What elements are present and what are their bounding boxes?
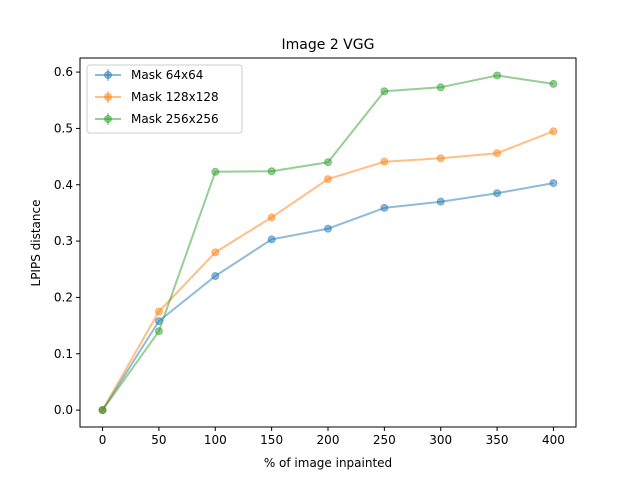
data-point [493, 149, 502, 158]
x-tick-label: 150 [260, 433, 283, 447]
data-point [154, 307, 163, 316]
y-axis-label: LPIPS distance [29, 200, 43, 287]
legend: Mask 64x64 Mask 128x128 Mask 256x256 [86, 64, 243, 134]
x-tick-label: 350 [486, 433, 509, 447]
x-tick-label: 250 [373, 433, 396, 447]
data-point [380, 87, 389, 96]
y-tick-label: 0.1 [54, 347, 73, 361]
data-point [380, 203, 389, 212]
legend-box [86, 64, 243, 134]
legend-label: Mask 64x64 [131, 68, 203, 82]
data-point [324, 158, 332, 167]
data-point [267, 213, 276, 222]
legend-label: Mask 128x128 [131, 90, 219, 104]
data-point [324, 224, 332, 233]
x-tick-label: 200 [317, 433, 340, 447]
data-point [436, 83, 445, 92]
y-tick-label: 0.4 [54, 178, 73, 192]
chart-title: Image 2 VGG [282, 37, 375, 53]
legend-marker [104, 93, 112, 101]
plot-area: 0 50 100 150 200 250 300 350 400 0.0 0.1 0.2 0.3 0.4 0… [54, 57, 577, 447]
data-point [436, 197, 445, 206]
legend-marker [104, 71, 112, 79]
data-point [267, 167, 276, 176]
data-point [98, 406, 107, 415]
x-tick-label: 0 [99, 433, 107, 447]
data-point [493, 71, 502, 80]
data-point [549, 179, 558, 188]
data-point [324, 175, 332, 184]
data-point [211, 248, 220, 257]
legend-label: Mask 256x256 [131, 112, 219, 126]
data-point [154, 327, 163, 336]
x-tick-label: 300 [429, 433, 452, 447]
data-point [549, 79, 558, 88]
x-tick-label: 50 [151, 433, 166, 447]
legend-marker [104, 115, 112, 123]
data-point [493, 189, 502, 198]
y-tick-label: 0.0 [54, 403, 73, 417]
x-tick-label: 100 [204, 433, 227, 447]
y-tick-label: 0.6 [54, 65, 73, 79]
y-tick-label: 0.5 [54, 121, 73, 135]
y-tick-label: 0.2 [54, 290, 73, 304]
data-point [549, 127, 558, 136]
x-tick-label: 400 [542, 433, 565, 447]
y-tick-label: 0.3 [54, 234, 73, 248]
x-axis-label: % of image inpainted [264, 456, 392, 470]
data-point [380, 157, 389, 166]
data-point [211, 272, 220, 281]
data-point [211, 167, 220, 176]
data-point [267, 235, 276, 244]
data-point [436, 154, 445, 163]
